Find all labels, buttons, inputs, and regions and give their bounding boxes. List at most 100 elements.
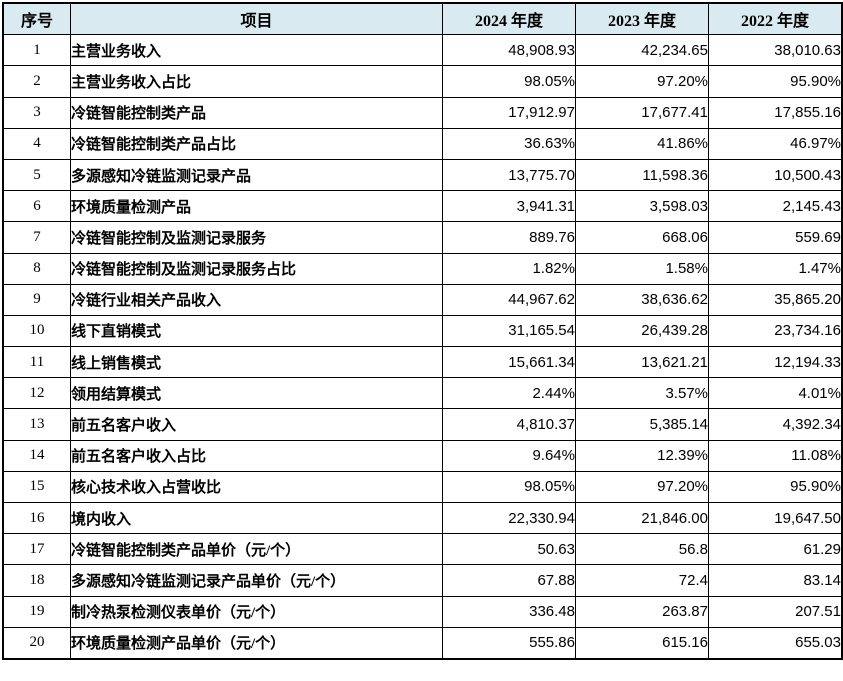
cell-y2022: 1.47%: [708, 252, 843, 285]
table-head: 序号 项目 2024 年度 2023 年度 2022 年度: [2, 2, 843, 36]
cell-y2024: 17,912.97: [442, 96, 576, 129]
table-row: 12 领用结算模式 2.44% 3.57% 4.01%: [2, 377, 843, 410]
table-row: 11 线上销售模式 15,661.34 13,621.21 12,194.33: [2, 346, 843, 379]
cell-index: 17: [2, 533, 71, 566]
cell-index: 6: [2, 190, 71, 223]
cell-item: 冷链智能控制类产品占比: [70, 127, 443, 160]
cell-y2022: 4,392.34: [708, 408, 843, 441]
table-row: 14 前五名客户收入占比 9.64% 12.39% 11.08%: [2, 439, 843, 472]
cell-item: 环境质量检测产品单价（元/个）: [70, 626, 443, 660]
cell-index: 16: [2, 501, 71, 535]
table-row: 7 冷链智能控制及监测记录服务 889.76 668.06 559.69: [2, 221, 843, 254]
cell-item: 前五名客户收入占比: [70, 439, 443, 472]
cell-y2023: 11,598.36: [575, 158, 709, 192]
cell-y2022: 19,647.50: [708, 501, 843, 535]
cell-item: 环境质量检测产品: [70, 190, 443, 223]
cell-y2024: 336.48: [442, 595, 576, 628]
cell-y2022: 95.90%: [708, 65, 843, 98]
cell-y2024: 22,330.94: [442, 501, 576, 535]
table-row: 4 冷链智能控制类产品占比 36.63% 41.86% 46.97%: [2, 127, 843, 160]
cell-index: 7: [2, 221, 71, 254]
cell-y2024: 4,810.37: [442, 408, 576, 441]
cell-index: 3: [2, 96, 71, 129]
cell-index: 2: [2, 65, 71, 98]
column-header-item: 项目: [70, 2, 443, 36]
table-row: 8 冷链智能控制及监测记录服务占比 1.82% 1.58% 1.47%: [2, 252, 843, 285]
cell-y2022: 655.03: [708, 626, 843, 660]
cell-item: 多源感知冷链监测记录产品单价（元/个）: [70, 564, 443, 597]
cell-index: 5: [2, 158, 71, 192]
cell-item: 核心技术收入占营收比: [70, 470, 443, 504]
cell-index: 12: [2, 377, 71, 410]
cell-y2022: 61.29: [708, 533, 843, 566]
cell-y2023: 615.16: [575, 626, 709, 660]
cell-index: 4: [2, 127, 71, 160]
cell-y2023: 42,234.65: [575, 34, 709, 67]
cell-index: 1: [2, 34, 71, 67]
cell-item: 前五名客户收入: [70, 408, 443, 441]
table-row: 9 冷链行业相关产品收入 44,967.62 38,636.62 35,865.20: [2, 283, 843, 316]
cell-index: 15: [2, 470, 71, 504]
cell-item: 制冷热泵检测仪表单价（元/个）: [70, 595, 443, 628]
cell-index: 13: [2, 408, 71, 441]
cell-y2023: 21,846.00: [575, 501, 709, 535]
cell-item: 冷链智能控制类产品: [70, 96, 443, 129]
cell-y2024: 555.86: [442, 626, 576, 660]
cell-y2022: 10,500.43: [708, 158, 843, 192]
table-row: 15 核心技术收入占营收比 98.05% 97.20% 95.90%: [2, 470, 843, 504]
cell-y2023: 3,598.03: [575, 190, 709, 223]
cell-item: 领用结算模式: [70, 377, 443, 410]
cell-item: 多源感知冷链监测记录产品: [70, 158, 443, 192]
cell-y2022: 207.51: [708, 595, 843, 628]
cell-y2024: 36.63%: [442, 127, 576, 160]
cell-y2024: 98.05%: [442, 65, 576, 98]
cell-y2024: 2.44%: [442, 377, 576, 410]
cell-y2023: 668.06: [575, 221, 709, 254]
cell-y2023: 26,439.28: [575, 314, 709, 348]
cell-y2022: 35,865.20: [708, 283, 843, 316]
table-row: 17 冷链智能控制类产品单价（元/个） 50.63 56.8 61.29: [2, 533, 843, 566]
cell-y2023: 41.86%: [575, 127, 709, 160]
cell-y2024: 1.82%: [442, 252, 576, 285]
column-header-y2022: 2022 年度: [708, 2, 843, 36]
cell-index: 20: [2, 626, 71, 660]
cell-y2023: 17,677.41: [575, 96, 709, 129]
cell-item: 线上销售模式: [70, 346, 443, 379]
cell-y2022: 95.90%: [708, 470, 843, 504]
cell-y2022: 46.97%: [708, 127, 843, 160]
cell-y2022: 23,734.16: [708, 314, 843, 348]
cell-y2024: 3,941.31: [442, 190, 576, 223]
table-header-row: 序号 项目 2024 年度 2023 年度 2022 年度: [2, 2, 843, 36]
cell-y2023: 97.20%: [575, 470, 709, 504]
table-row: 16 境内收入 22,330.94 21,846.00 19,647.50: [2, 501, 843, 535]
cell-y2022: 559.69: [708, 221, 843, 254]
cell-y2024: 31,165.54: [442, 314, 576, 348]
cell-y2024: 67.88: [442, 564, 576, 597]
cell-item: 冷链智能控制类产品单价（元/个）: [70, 533, 443, 566]
cell-y2022: 4.01%: [708, 377, 843, 410]
cell-index: 11: [2, 346, 71, 379]
financial-data-table: 序号 项目 2024 年度 2023 年度 2022 年度 1 主营业务收入 48,908.…: [2, 2, 843, 660]
table-row: 1 主营业务收入 48,908.93 42,234.65 38,010.63: [2, 34, 843, 67]
cell-y2024: 13,775.70: [442, 158, 576, 192]
cell-y2022: 38,010.63: [708, 34, 843, 67]
cell-y2023: 3.57%: [575, 377, 709, 410]
cell-y2024: 889.76: [442, 221, 576, 254]
column-header-y2023: 2023 年度: [575, 2, 709, 36]
table-row: 2 主营业务收入占比 98.05% 97.20% 95.90%: [2, 65, 843, 98]
column-header-index: 序号: [2, 2, 71, 36]
cell-y2023: 72.4: [575, 564, 709, 597]
cell-item: 主营业务收入: [70, 34, 443, 67]
column-header-y2024: 2024 年度: [442, 2, 576, 36]
cell-y2023: 263.87: [575, 595, 709, 628]
cell-item: 冷链智能控制及监测记录服务占比: [70, 252, 443, 285]
cell-y2023: 5,385.14: [575, 408, 709, 441]
cell-index: 18: [2, 564, 71, 597]
cell-item: 冷链智能控制及监测记录服务: [70, 221, 443, 254]
cell-y2024: 44,967.62: [442, 283, 576, 316]
cell-y2023: 1.58%: [575, 252, 709, 285]
cell-index: 14: [2, 439, 71, 472]
cell-y2022: 11.08%: [708, 439, 843, 472]
table-row: 3 冷链智能控制类产品 17,912.97 17,677.41 17,855.16: [2, 96, 843, 129]
